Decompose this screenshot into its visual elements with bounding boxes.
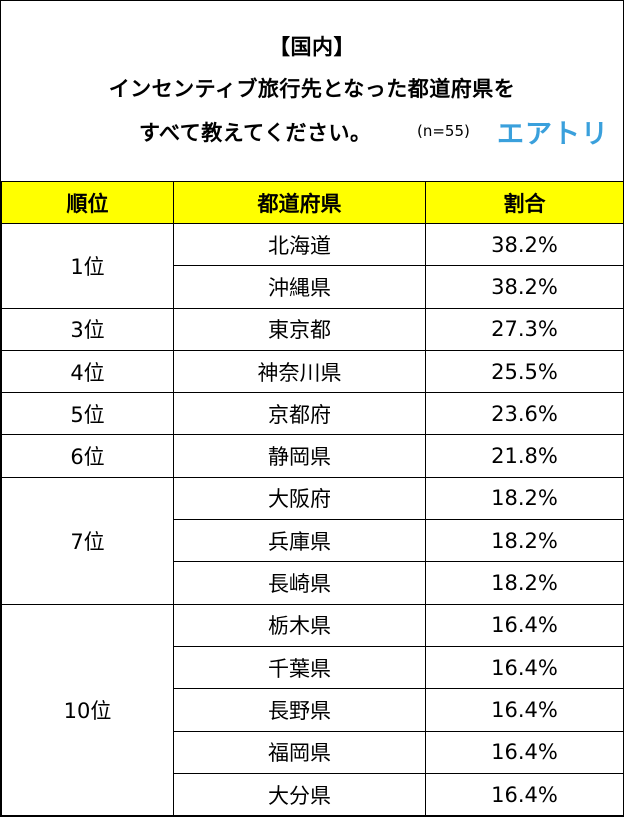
percentage-cell: 18.2% (425, 519, 624, 563)
prefecture-cell: 大分県 (173, 772, 426, 817)
percentage-cell: 38.2% (425, 265, 624, 309)
brand-logo: エアトリ (497, 119, 609, 150)
prefecture-cell: 長野県 (173, 688, 426, 732)
table-row: 沖縄県 38.2% (2, 265, 624, 309)
prefecture-cell: 栃木県 (173, 603, 426, 647)
table-row: 1位 北海道 38.2% (1, 222, 624, 309)
table-row: 4位 神奈川県 25.5% (1, 349, 624, 394)
table-row: 5位 京都府 23.6% (1, 392, 624, 436)
percentage-cell: 16.4% (425, 645, 624, 690)
prefecture-cell: 東京都 (173, 307, 426, 351)
rank-cell: 10位 (1, 603, 174, 817)
table-row: 3位 東京都 27.3% (1, 307, 624, 351)
table-body: 1位 北海道 38.2% 沖縄県 38.2% 3位 東京都 27.3% 4位 神奈川県 25.5% 5… (1, 222, 624, 817)
table-header-row: 順位 都道府県 割合 (1, 181, 624, 224)
figure-header: 【国内】 インセンティブ旅行先となった都道府県を すべて教えてください。 (n=… (1, 1, 623, 181)
column-header-percentage: 割合 (425, 181, 624, 224)
table-row: 福岡県 16.4% (2, 730, 624, 774)
title-question-line2: すべて教えてください。 (139, 121, 372, 145)
rank-cell: 3位 (1, 307, 174, 351)
prefecture-cell: 京都府 (173, 392, 426, 436)
percentage-cell: 16.4% (425, 603, 624, 647)
column-header-prefecture: 都道府県 (173, 181, 426, 224)
table-row: 長野県 16.4% (2, 688, 624, 732)
column-header-rank: 順位 (1, 181, 174, 224)
percentage-cell: 23.6% (425, 392, 624, 436)
prefecture-cell: 福岡県 (173, 730, 426, 774)
rank-cell: 7位 (1, 476, 174, 605)
percentage-cell: 16.4% (425, 772, 624, 817)
prefecture-cell: 北海道 (173, 222, 426, 267)
percentage-cell: 18.2% (425, 561, 624, 605)
percentage-cell: 16.4% (425, 730, 624, 774)
rank-cell: 6位 (1, 434, 174, 478)
rank-cell: 4位 (1, 349, 174, 394)
prefecture-cell: 神奈川県 (173, 349, 426, 394)
percentage-cell: 27.3% (425, 307, 624, 351)
table-row: 7位 大阪府 18.2% (1, 476, 624, 605)
table-row: 6位 静岡県 21.8% (1, 434, 624, 478)
percentage-cell: 38.2% (425, 222, 624, 267)
rank-cell: 5位 (1, 392, 174, 436)
prefecture-cell: 静岡県 (173, 434, 426, 478)
percentage-cell: 18.2% (425, 476, 624, 521)
percentage-cell: 16.4% (425, 688, 624, 732)
prefecture-cell: 千葉県 (173, 645, 426, 690)
sample-size: (n=55) (417, 122, 470, 140)
table-row: 10位 栃木県 16.4% (1, 603, 624, 817)
rank-cell: 1位 (1, 223, 174, 309)
prefecture-cell: 沖縄県 (173, 265, 426, 309)
title-category: 【国内】 (269, 35, 355, 59)
percentage-cell: 21.8% (425, 434, 624, 478)
percentage-cell: 25.5% (425, 349, 624, 394)
title-question-line1: インセンティブ旅行先となった都道府県を (108, 77, 516, 101)
prefecture-cell: 兵庫県 (173, 519, 426, 563)
prefecture-cell: 大阪府 (173, 476, 426, 521)
prefecture-cell: 長崎県 (173, 561, 426, 605)
ranking-table: 順位 都道府県 割合 1位 北海道 38.2% 沖縄県 38.2% 3位 東京都 27.3% 4… (1, 181, 624, 817)
table-row: 大分県 16.4% (2, 772, 624, 817)
